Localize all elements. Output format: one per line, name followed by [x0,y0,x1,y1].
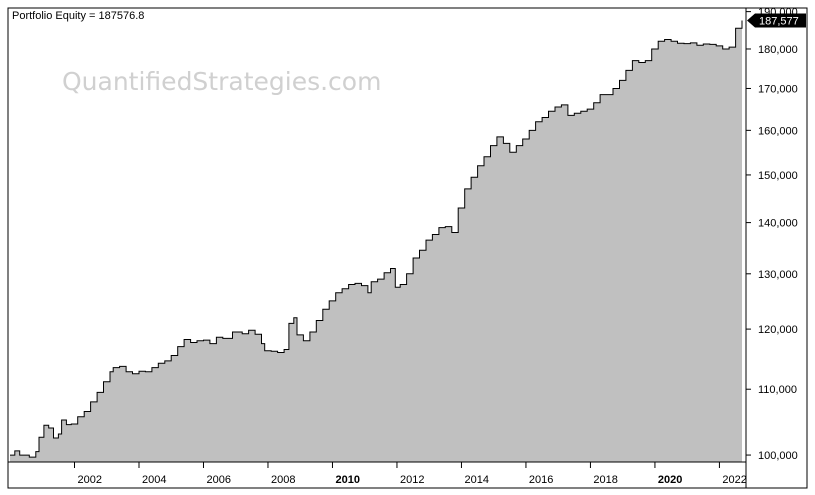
y-tick-label: 130,000 [758,269,798,281]
y-axis: 100,000 110,000 120,000 130,000 140,000 150,0… [746,7,798,462]
y-tick-label: 110,000 [758,384,797,396]
last-value-badge: 187,577 [747,13,806,28]
x-tick-label: 2008 [271,474,295,486]
x-tick-label: 2020 [658,474,682,486]
equity-line [10,20,743,458]
x-tick-label: 2016 [529,474,553,486]
x-tick-label: 2022 [722,474,746,486]
x-tick-label: 2012 [400,474,424,486]
y-tick-label: 180,000 [758,44,798,56]
chart-title: Portfolio Equity = 187576.8 [12,10,144,22]
y-tick-label: 150,000 [758,170,798,182]
watermark-text: QuantifiedStrategies.com [62,67,381,96]
last-value-badge-text: 187,577 [759,16,799,28]
x-tick-label: 2002 [78,474,102,486]
y-tick-label: 170,000 [758,84,798,96]
equity-area [10,20,742,462]
x-tick-label: 2018 [593,474,617,486]
x-tick-label: 2006 [207,474,231,486]
x-axis-frame [7,461,747,489]
y-tick-label: 140,000 [758,218,798,230]
y-tick-label: 100,000 [758,450,798,462]
last-value-badge-shape [747,13,806,28]
y-axis-frame [745,7,808,489]
equity-area-layer [10,20,743,462]
y-tick-label: 120,000 [758,324,798,336]
x-tick-label: 2004 [142,474,166,486]
x-tick-label: 2014 [465,474,489,486]
x-axis: 2002 2004 2006 2008 2010 2012 2014 2016 2018 2020… [73,462,747,486]
y-tick-label: 160,000 [758,125,798,137]
x-tick-label: 2010 [336,474,360,486]
